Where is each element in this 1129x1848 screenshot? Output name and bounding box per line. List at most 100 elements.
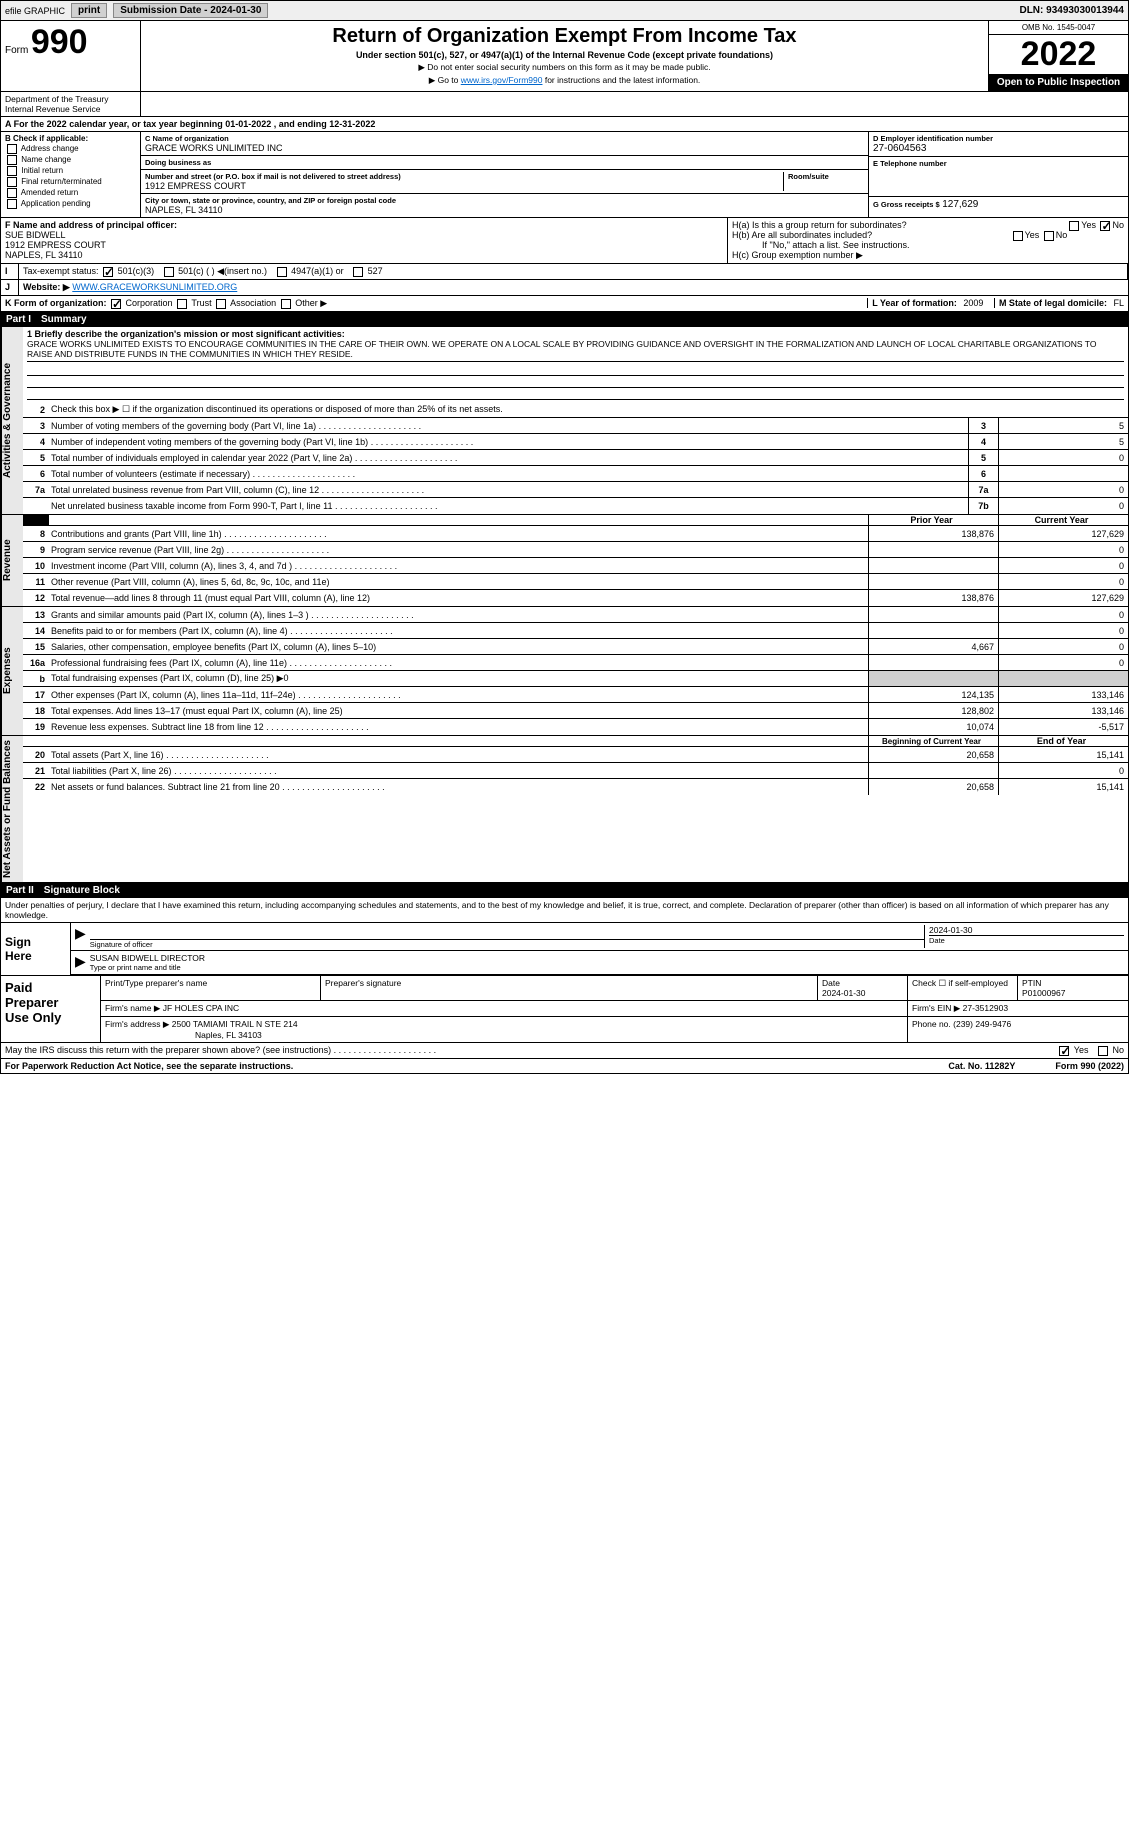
arrow-icon: ▶ [75, 953, 86, 972]
mission-text: GRACE WORKS UNLIMITED EXISTS TO ENCOURAG… [27, 339, 1124, 362]
form-word: Form [5, 45, 28, 56]
gross-label: G Gross receipts $ [873, 200, 940, 209]
l7b-value: 0 [998, 498, 1128, 514]
firm-addr1: 2500 TAMIAMI TRAIL N STE 214 [172, 1019, 298, 1029]
state-domicile: FL [1113, 298, 1124, 308]
omb-number: OMB No. 1545-0047 [989, 21, 1128, 35]
chk-amended-return[interactable]: Amended return [5, 188, 136, 198]
l14-prior [868, 623, 998, 638]
dln-label: DLN: 93493030013944 [1019, 5, 1124, 16]
org-name: GRACE WORKS UNLIMITED INC [145, 143, 864, 153]
row-k: K Form of organization: Corporation Trus… [0, 296, 1129, 312]
l3-value: 5 [998, 418, 1128, 433]
paid-preparer-block: Paid Preparer Use Only Print/Type prepar… [0, 976, 1129, 1043]
h-a-yes[interactable] [1069, 221, 1079, 231]
sig-intro: Under penalties of perjury, I declare th… [1, 898, 1128, 923]
l16a-curr: 0 [998, 655, 1128, 670]
discuss-yes[interactable] [1059, 1046, 1069, 1056]
title-box: Return of Organization Exempt From Incom… [141, 21, 988, 91]
chk-trust[interactable] [177, 299, 187, 309]
discuss-no[interactable] [1098, 1046, 1108, 1056]
l17-curr: 133,146 [998, 687, 1128, 702]
chk-501c3[interactable] [103, 267, 113, 277]
form-subtitle: Under section 501(c), 527, or 4947(a)(1)… [149, 50, 980, 60]
officer-addr1: 1912 EMPRESS COURT [5, 240, 723, 250]
chk-corporation[interactable] [111, 299, 121, 309]
tax-year: 2022 [989, 35, 1128, 74]
firm-phone: (239) 249-9476 [953, 1019, 1011, 1029]
section-h: H(a) Is this a group return for subordin… [728, 218, 1128, 263]
l8-curr: 127,629 [998, 526, 1128, 541]
website-link[interactable]: WWW.GRACEWORKSUNLIMITED.ORG [72, 282, 237, 292]
chk-other[interactable] [281, 299, 291, 309]
governance-section: Activities & Governance 1 Briefly descri… [0, 327, 1129, 515]
calendar-year-row: A For the 2022 calendar year, or tax yea… [0, 117, 1129, 132]
part2-header: Part II Signature Block [0, 883, 1129, 898]
firm-addr2: Naples, FL 34103 [195, 1030, 262, 1040]
chk-4947[interactable] [277, 267, 287, 277]
l19-curr: -5,517 [998, 719, 1128, 735]
row-fgh: F Name and address of principal officer:… [0, 218, 1129, 264]
chk-final-return[interactable]: Final return/terminated [5, 177, 136, 187]
l9-curr: 0 [998, 542, 1128, 557]
form-number: 990 [31, 23, 88, 61]
sig-date: 2024-01-30 [929, 925, 1124, 935]
l20-beg: 20,658 [868, 747, 998, 762]
street-label: Number and street (or P.O. box if mail i… [145, 172, 779, 181]
h-a-no[interactable] [1100, 221, 1110, 231]
form-footer: Form 990 (2022) [1055, 1061, 1124, 1071]
net-assets-section: Net Assets or Fund Balances Beginning of… [0, 736, 1129, 883]
print-button[interactable]: print [71, 3, 107, 18]
l11-prior [868, 574, 998, 589]
l5-value: 0 [998, 450, 1128, 465]
efile-label: efile GRAPHIC [5, 6, 65, 16]
l14-curr: 0 [998, 623, 1128, 638]
part1-header: Part I Summary [0, 312, 1129, 327]
phone-label: E Telephone number [873, 159, 1124, 168]
mission-box: 1 Briefly describe the organization's mi… [23, 327, 1128, 402]
l10-prior [868, 558, 998, 573]
officer-name: SUE BIDWELL [5, 230, 723, 240]
l22-end: 15,141 [998, 779, 1128, 795]
dba-label: Doing business as [145, 158, 864, 167]
revenue-side-label: Revenue [1, 515, 23, 606]
ein-value: 27-0604563 [873, 143, 1124, 154]
dept-row: Department of the Treasury Internal Reve… [0, 92, 1129, 117]
firm-name: JF HOLES CPA INC [163, 1003, 239, 1013]
l11-curr: 0 [998, 574, 1128, 589]
chk-initial-return[interactable]: Initial return [5, 166, 136, 176]
link-col [141, 92, 1128, 116]
gross-value: 127,629 [942, 199, 978, 210]
officer-print-name: SUSAN BIDWELL DIRECTOR [90, 953, 205, 963]
section-d: D Employer identification number 27-0604… [868, 132, 1128, 217]
l21-end: 0 [998, 763, 1128, 778]
chk-application-pending[interactable]: Application pending [5, 199, 136, 209]
paid-preparer-label: Paid Preparer Use Only [1, 976, 101, 1042]
top-bar: efile GRAPHIC print Submission Date - 20… [0, 0, 1129, 21]
l12-prior: 138,876 [868, 590, 998, 606]
year-formation: 2009 [963, 298, 983, 308]
chk-name-change[interactable]: Name change [5, 155, 136, 165]
l13-curr: 0 [998, 607, 1128, 622]
l22-beg: 20,658 [868, 779, 998, 795]
city-value: NAPLES, FL 34110 [145, 205, 864, 215]
street-value: 1912 EMPRESS COURT [145, 181, 779, 191]
irs-link[interactable]: www.irs.gov/Form990 [461, 75, 543, 85]
h-b-yes[interactable] [1013, 231, 1023, 241]
submission-date-button[interactable]: Submission Date - 2024-01-30 [113, 3, 268, 18]
chk-address-change[interactable]: Address change [5, 144, 136, 154]
chk-527[interactable] [353, 267, 363, 277]
footer-note: For Paperwork Reduction Act Notice, see … [0, 1059, 1129, 1074]
room-label: Room/suite [788, 172, 864, 181]
goto-note: ▶ Go to www.irs.gov/Form990 for instruct… [149, 75, 980, 86]
chk-501c[interactable] [164, 267, 174, 277]
signature-block: Under penalties of perjury, I declare th… [0, 898, 1129, 976]
row-ij: I Tax-exempt status: 501(c)(3) 501(c) ( … [0, 264, 1129, 280]
chk-association[interactable] [216, 299, 226, 309]
h-b-no[interactable] [1044, 231, 1054, 241]
officer-addr2: NAPLES, FL 34110 [5, 250, 723, 260]
section-i-label: I [1, 264, 19, 279]
form-number-box: Form 990 [1, 21, 141, 91]
dept-treasury: Department of the Treasury Internal Reve… [1, 92, 141, 116]
ptin: P01000967 [1022, 988, 1066, 998]
